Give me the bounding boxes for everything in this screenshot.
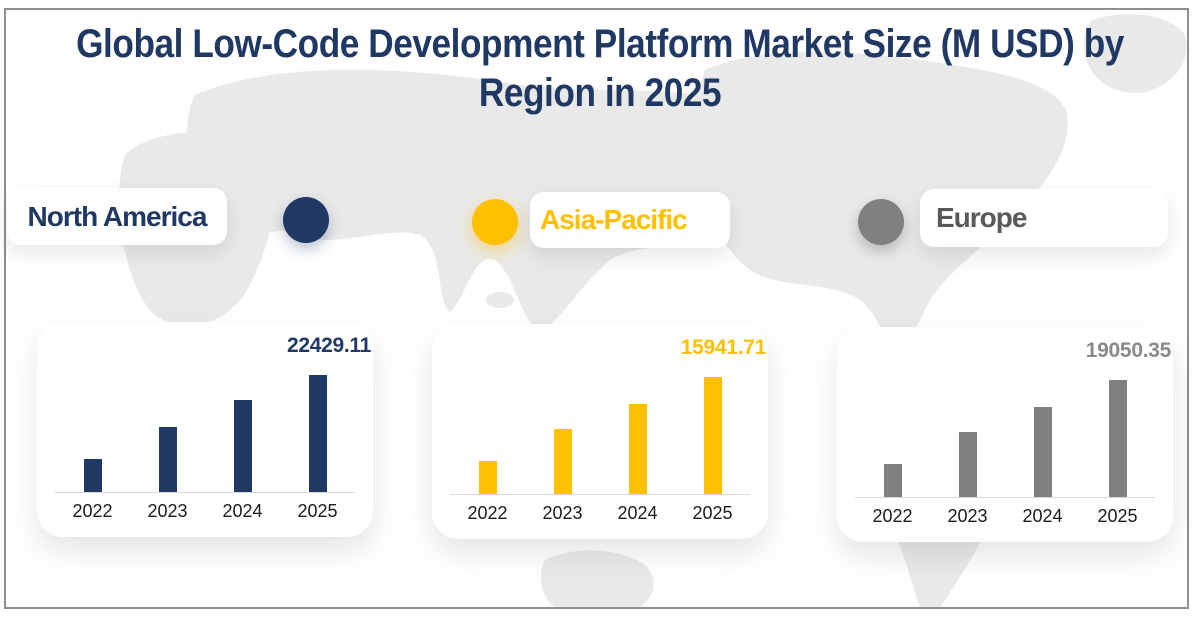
legend-circle-icon-north-america <box>283 197 329 243</box>
bar-2022 <box>883 464 902 497</box>
bar-2022 <box>478 461 497 494</box>
year-label-2022: 2022 <box>72 501 113 521</box>
region-chart-card-europe: 19050.35 2022 2023 2024 2025 <box>837 327 1173 542</box>
bar-2023 <box>958 432 977 497</box>
legend-circle-icon-asia-pacific <box>472 199 518 245</box>
bar-chart-asia-pacific <box>450 372 750 494</box>
bar-2023 <box>553 429 572 494</box>
bar-column <box>600 372 675 494</box>
year-label-2025: 2025 <box>692 503 733 523</box>
x-axis-line <box>55 492 355 493</box>
bar-column <box>1005 375 1080 497</box>
legend-label-europe: Europe <box>936 202 1027 233</box>
legend-chip-europe: Europe <box>920 189 1168 247</box>
x-axis-line <box>855 497 1155 498</box>
region-chart-card-asia-pacific: 15941.71 2022 2023 2024 2025 <box>432 324 768 539</box>
year-label-2024: 2024 <box>222 501 263 521</box>
bar-column <box>1080 375 1155 497</box>
data-label-2025-north-america: 22429.11 <box>286 334 371 357</box>
legend-chip-asia-pacific: Asia-Pacific <box>530 192 730 248</box>
year-label-2023: 2023 <box>947 506 988 526</box>
legend-label-north-america: North America <box>27 200 208 232</box>
legend-circle-icon-europe <box>858 199 904 245</box>
bar-2025 <box>308 375 327 492</box>
bar-2024 <box>628 404 647 494</box>
bar-column <box>855 375 930 497</box>
bar-column <box>930 375 1005 497</box>
bar-column <box>450 372 525 494</box>
bar-2025 <box>1108 380 1127 497</box>
year-label-2025: 2025 <box>297 501 338 521</box>
bar-2022 <box>83 459 102 492</box>
year-label-2025: 2025 <box>1097 506 1138 526</box>
bar-2024 <box>233 400 252 492</box>
chart-title-line1: Global Low-Code Development Platform Mar… <box>76 22 1124 66</box>
data-label-2025-europe: 19050.35 <box>1085 339 1172 362</box>
chart-title-line2: Region in 2025 <box>478 70 722 115</box>
year-label-2022: 2022 <box>872 506 913 526</box>
year-label-2022: 2022 <box>467 503 508 523</box>
bar-column <box>205 370 280 492</box>
bar-column <box>55 370 130 492</box>
x-axis-line <box>450 494 750 495</box>
bar-2024 <box>1033 407 1052 497</box>
bar-column <box>525 372 600 494</box>
bar-column <box>130 370 205 492</box>
legend-chip-north-america: North America <box>7 188 227 245</box>
x-axis-labels: 2022 2023 2024 2025 <box>855 506 1155 527</box>
year-label-2024: 2024 <box>617 503 658 523</box>
year-label-2023: 2023 <box>542 503 583 523</box>
bar-2025 <box>703 377 722 494</box>
chart-title: Global Low-Code Development Platform Mar… <box>72 20 1128 118</box>
bar-column <box>280 370 355 492</box>
year-label-2024: 2024 <box>1022 506 1063 526</box>
bar-chart-europe <box>855 375 1155 497</box>
x-axis-labels: 2022 2023 2024 2025 <box>450 503 750 524</box>
bar-2023 <box>158 427 177 492</box>
bar-column <box>675 372 750 494</box>
region-chart-card-north-america: 22429.11 2022 2023 2024 2025 <box>37 322 373 537</box>
x-axis-labels: 2022 2023 2024 2025 <box>55 501 355 522</box>
data-label-2025-asia-pacific: 15941.71 <box>680 336 767 359</box>
bar-chart-north-america <box>55 370 355 492</box>
year-label-2023: 2023 <box>147 501 188 521</box>
legend-label-asia-pacific: Asia-Pacific <box>540 204 688 235</box>
